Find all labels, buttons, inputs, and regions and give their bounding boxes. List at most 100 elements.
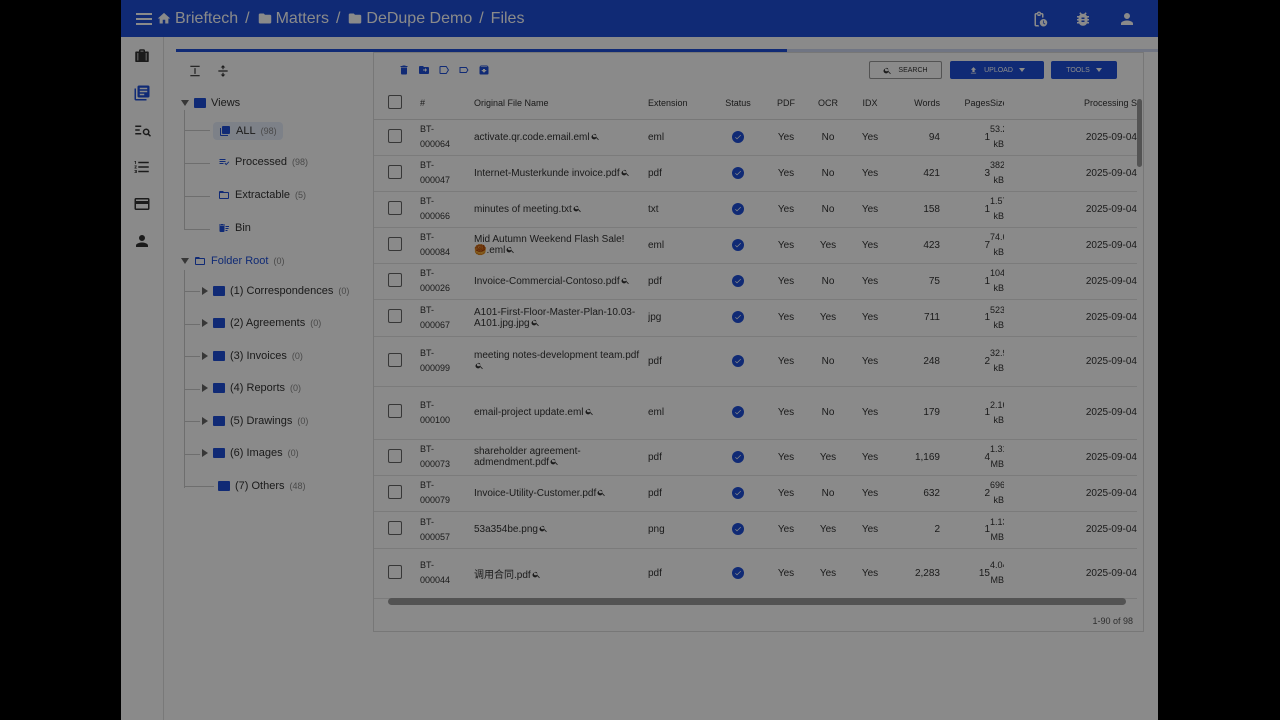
- file-name-cell[interactable]: activate.qr.code.email.eml: [474, 119, 648, 156]
- archive-icon[interactable]: [478, 64, 490, 76]
- search-icon[interactable]: [539, 524, 548, 533]
- row-checkbox[interactable]: [388, 404, 402, 418]
- search-icon[interactable]: [550, 457, 559, 466]
- table-row[interactable]: BT- 000067 A101-First-Floor-Master-Plan-10…: [374, 299, 1137, 337]
- file-name[interactable]: minutes of meeting.txt: [474, 203, 572, 215]
- tree-folder-others[interactable]: (7) Others (48): [218, 480, 306, 492]
- file-name[interactable]: activate.qr.code.email.eml: [474, 131, 590, 143]
- search-icon[interactable]: [475, 361, 484, 370]
- file-name[interactable]: 53a354be.png: [474, 524, 538, 535]
- column-header[interactable]: Extension: [648, 87, 712, 120]
- column-header[interactable]: OCR: [808, 87, 848, 120]
- table-row[interactable]: BT- 000073 shareholder agreement-admendmen…: [374, 439, 1137, 476]
- table-row[interactable]: BT- 000047 Internet-Musterkunde invoice.pd…: [374, 155, 1137, 192]
- file-name-cell[interactable]: minutes of meeting.txt: [474, 191, 648, 228]
- file-name-cell[interactable]: Internet-Musterkunde invoice.pdf: [474, 155, 648, 192]
- file-name[interactable]: Invoice-Commercial-Contoso.pdf: [474, 275, 620, 287]
- row-checkbox[interactable]: [388, 352, 402, 367]
- rail-users[interactable]: [121, 222, 163, 259]
- tree-folder-invoices[interactable]: (3) Invoices (0): [202, 350, 303, 362]
- file-name-cell[interactable]: A101-First-Floor-Master-Plan-10.03-A101.…: [474, 299, 648, 337]
- row-checkbox[interactable]: [388, 272, 402, 287]
- search-icon[interactable]: [621, 168, 630, 177]
- column-header[interactable]: PDF: [764, 87, 808, 120]
- tree-view-bin[interactable]: Bin: [218, 222, 251, 234]
- account-icon[interactable]: [1118, 10, 1136, 28]
- rail-files[interactable]: [121, 74, 163, 111]
- file-name[interactable]: Mid Autumn Weekend Flash Sale! 🥮.eml: [474, 234, 625, 256]
- rail-search[interactable]: [121, 111, 163, 148]
- file-name[interactable]: Internet-Musterkunde invoice.pdf: [474, 167, 620, 179]
- search-icon[interactable]: [573, 204, 582, 213]
- search-icon[interactable]: [506, 245, 515, 254]
- search-icon[interactable]: [591, 132, 600, 141]
- tree-view-processed[interactable]: Processed (98): [218, 156, 308, 168]
- table-row[interactable]: BT- 000100 email-project update.eml eml Yes N…: [374, 386, 1137, 440]
- table-row[interactable]: BT- 000064 activate.qr.code.email.eml eml Ye…: [374, 119, 1137, 156]
- column-header[interactable]: Original File Name: [474, 87, 648, 120]
- table-row[interactable]: BT- 000084 Mid Autumn Weekend Flash Sale! …: [374, 227, 1137, 264]
- table-row[interactable]: BT- 000079 Invoice-Utility-Customer.pdf pdf…: [374, 475, 1137, 512]
- tree-folder-images[interactable]: (6) Images (0): [202, 447, 299, 459]
- file-name[interactable]: Invoice-Utility-Customer.pdf: [474, 487, 597, 499]
- tree-folder-root[interactable]: Folder Root (0): [181, 255, 284, 267]
- file-name[interactable]: A101-First-Floor-Master-Plan-10.03-A101.…: [474, 306, 636, 329]
- column-header[interactable]: IDX: [848, 87, 892, 120]
- tree-folder-reports[interactable]: (4) Reports (0): [202, 382, 301, 394]
- table-row[interactable]: BT-000044调用合同.pdfpdfYesYesYes2,283154.04…: [374, 548, 1137, 599]
- tree-folder-correspondences[interactable]: (1) Correspondences (0): [202, 285, 349, 297]
- menu-icon[interactable]: [136, 12, 152, 25]
- file-name-cell[interactable]: meeting notes-development team.pdf: [474, 336, 648, 387]
- breadcrumb-home[interactable]: Brieftech: [156, 10, 238, 28]
- tree-view-all[interactable]: ALL (98): [213, 122, 283, 140]
- relabel-icon[interactable]: [458, 64, 470, 76]
- file-name-cell[interactable]: email-project update.eml: [474, 386, 648, 440]
- breadcrumb-matter[interactable]: DeDupe Demo: [347, 10, 472, 28]
- row-checkbox[interactable]: [388, 521, 402, 535]
- upload-button[interactable]: UPLOAD: [950, 61, 1044, 79]
- search-button[interactable]: SEARCH: [869, 61, 942, 79]
- tree-folder-drawings[interactable]: (5) Drawings (0): [202, 415, 308, 427]
- bug-icon[interactable]: [1074, 10, 1092, 28]
- tools-button[interactable]: TOOLS: [1051, 61, 1117, 79]
- file-name-cell[interactable]: Mid Autumn Weekend Flash Sale! 🥮.eml: [474, 227, 648, 264]
- row-checkbox[interactable]: [388, 164, 402, 179]
- expand-all-icon[interactable]: [216, 64, 230, 78]
- move-to-folder-icon[interactable]: [418, 64, 430, 76]
- table-row[interactable]: BT- 000099 meeting notes-development team.…: [374, 336, 1137, 387]
- delete-icon[interactable]: [398, 64, 410, 76]
- select-all-checkbox[interactable]: [388, 94, 402, 109]
- rail-list[interactable]: [121, 148, 163, 185]
- row-checkbox[interactable]: [388, 236, 402, 251]
- file-name-cell[interactable]: Invoice-Utility-Customer.pdf: [474, 475, 648, 512]
- rail-billing[interactable]: [121, 185, 163, 222]
- row-checkbox[interactable]: [388, 564, 402, 579]
- tree-views[interactable]: Views: [181, 97, 240, 109]
- column-header[interactable]: Pages: [940, 87, 990, 120]
- tree-folder-agreements[interactable]: (2) Agreements (0): [202, 317, 321, 329]
- label-icon[interactable]: [438, 64, 450, 76]
- breadcrumb-matters[interactable]: Matters: [257, 10, 329, 28]
- collapse-all-icon[interactable]: [188, 64, 202, 78]
- search-icon[interactable]: [532, 570, 541, 579]
- file-name[interactable]: 调用合同.pdf: [474, 569, 531, 581]
- search-icon[interactable]: [621, 276, 630, 285]
- row-checkbox[interactable]: [388, 309, 402, 323]
- rail-matters[interactable]: [121, 37, 163, 74]
- search-icon[interactable]: [531, 318, 540, 327]
- horizontal-scrollbar[interactable]: [388, 598, 1126, 605]
- row-checkbox[interactable]: [388, 484, 402, 499]
- search-icon[interactable]: [585, 407, 594, 416]
- file-name[interactable]: email-project update.eml: [474, 407, 584, 418]
- row-checkbox[interactable]: [388, 448, 402, 463]
- table-row[interactable]: BT- 000066 minutes of meeting.txt txt Yes No Y…: [374, 191, 1137, 228]
- vertical-scrollbar[interactable]: [1137, 99, 1142, 167]
- column-header[interactable]: #: [420, 87, 474, 120]
- table-row[interactable]: BT- 000026 Invoice-Commercial-Contoso.pdf p…: [374, 263, 1137, 300]
- file-name-cell[interactable]: shareholder agreement-admendment.pdf: [474, 439, 648, 476]
- file-name-cell[interactable]: 53a354be.png: [474, 511, 648, 549]
- file-name[interactable]: meeting notes-development team.pdf: [474, 350, 640, 361]
- file-name[interactable]: shareholder agreement-admendment.pdf: [474, 446, 581, 468]
- tree-view-extractable[interactable]: Extractable (5): [218, 189, 306, 201]
- search-icon[interactable]: [597, 488, 606, 497]
